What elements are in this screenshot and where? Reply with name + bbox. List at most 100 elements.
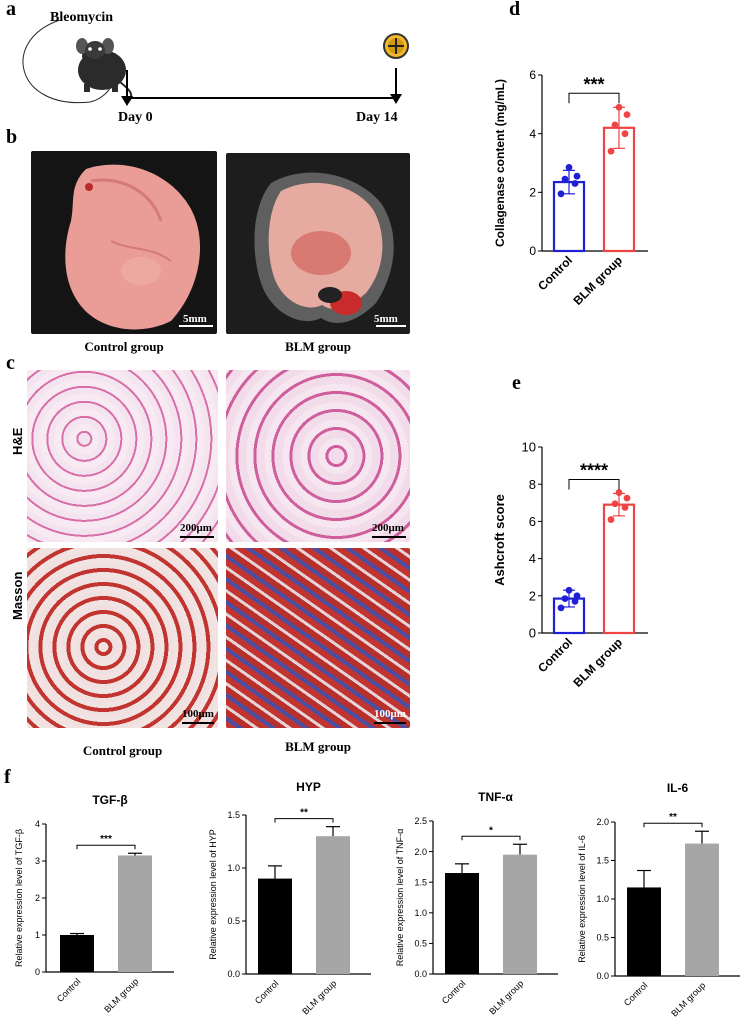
panel-f-letter: f (4, 766, 11, 788)
bar-control (627, 887, 661, 976)
significance-bracket (643, 822, 703, 828)
y-tick-label: 2 (529, 186, 536, 200)
timeline-diagram (22, 20, 409, 106)
chart-title: HYP (296, 780, 321, 794)
chart-hyp: HYP 0.0 0.5 1.0 1.5 Relative expression level… (208, 780, 371, 1017)
significance-label: ** (669, 812, 677, 823)
data-point (565, 164, 573, 171)
data-point (611, 500, 619, 508)
data-point (623, 494, 631, 502)
data-point (571, 597, 579, 605)
chart-collagenase: 0 2 4 6 Collagenase content (mg/mL) ControlBL… (493, 68, 648, 308)
y-tick-label: 1.0 (414, 908, 427, 918)
significance-bracket (461, 835, 521, 841)
scalebar-he-blm (372, 536, 406, 538)
panel-e-letter: e (512, 372, 521, 394)
y-tick-label: 0 (529, 626, 536, 641)
scale-label-he-blm: 200μm (372, 522, 404, 534)
chart-tnf-alpha: TNF-α 0.0 0.5 1.0 1.5 2.0 2.5 Relative expressi… (395, 790, 558, 1017)
significance-label: ** (300, 808, 308, 819)
panel-b-letter: b (6, 126, 18, 148)
y-tick-label: 0.5 (596, 933, 609, 943)
caption-c-control: Control group (82, 743, 163, 758)
x-tick-label: Control (622, 980, 650, 1008)
day-end-label: Day 14 (356, 110, 398, 125)
chart-title: IL-6 (667, 781, 689, 795)
endpoint-icon (383, 33, 409, 59)
significance-label: * (489, 825, 493, 836)
y-axis-label: Ashcroft score (492, 494, 507, 586)
bar-control (258, 878, 292, 974)
panel-c-letter: c (6, 352, 15, 374)
chart-il-6: IL-6 0.0 0.5 1.0 1.5 2.0 Relative expression l… (577, 781, 740, 1019)
mouse-icon (76, 38, 133, 103)
he-image-control (27, 370, 218, 542)
chart-title: TNF-α (478, 790, 513, 804)
y-tick-label: 1.5 (227, 810, 240, 820)
data-point (561, 175, 569, 183)
y-tick-label: 1.5 (414, 877, 427, 887)
y-tick-label: 1.0 (596, 894, 609, 904)
data-point (621, 130, 629, 138)
scalebar-masson-control (182, 722, 214, 724)
scalebar-he-control (180, 536, 214, 538)
data-point (611, 121, 619, 129)
y-tick-label: 1.0 (227, 863, 240, 873)
scale-label-b-control: 5mm (183, 313, 207, 325)
data-point (565, 586, 573, 594)
bar-blm (316, 836, 350, 974)
x-tick-label: Control (535, 635, 575, 675)
y-tick-label: 1.5 (596, 856, 609, 866)
y-tick-label: 10 (522, 440, 536, 455)
data-point (573, 592, 581, 600)
data-point (561, 595, 569, 602)
he-image-blm (226, 370, 410, 542)
caption-c-blm: BLM group (285, 739, 351, 754)
data-point (607, 516, 615, 523)
chart-tgf-beta: TGF-β 0 1 2 3 4 Relative expression level of T… (14, 793, 174, 1015)
bar-blm (685, 843, 719, 976)
data-point (557, 604, 565, 612)
scalebar-masson-blm (374, 722, 406, 724)
x-tick-label: BLM group (487, 978, 525, 1016)
caption-b-control: Control group (84, 339, 164, 354)
masson-image-control (27, 548, 218, 728)
y-tick-label: 0.5 (227, 916, 240, 926)
y-tick-label: 4 (529, 127, 536, 141)
bar-control (60, 935, 94, 972)
significance-bracket (568, 92, 620, 104)
data-point (621, 504, 629, 511)
significance-bracket (76, 844, 136, 850)
y-tick-label: 0 (529, 244, 536, 258)
bar-control (445, 873, 479, 974)
y-tick-label: 8 (529, 477, 536, 492)
y-tick-label: 0 (35, 967, 40, 977)
x-tick-label: Control (440, 978, 468, 1006)
x-tick-label: BLM group (570, 253, 625, 308)
significance-bracket (568, 479, 620, 490)
day-start-label: Day 0 (118, 110, 153, 125)
y-tick-label: 0.0 (414, 969, 427, 979)
y-tick-label: 1 (35, 930, 40, 940)
scale-label-masson-control: 100μm (182, 708, 214, 720)
row-label-he: H&E (10, 427, 25, 455)
significance-label: *** (100, 834, 112, 845)
masson-image-blm (226, 548, 410, 728)
x-tick-label: Control (55, 976, 83, 1004)
data-point (571, 180, 579, 187)
x-tick-label: Control (253, 978, 281, 1006)
y-axis-label: Relative expression level of HYP (208, 829, 218, 960)
lung-photo-control (31, 151, 217, 334)
y-tick-label: 2.5 (414, 816, 427, 826)
significance-bracket (274, 818, 334, 823)
drug-label: Bleomycin (50, 10, 113, 25)
y-tick-label: 4 (529, 551, 536, 566)
y-axis-label: Collagenase content (mg/mL) (493, 79, 507, 247)
bar-blm (503, 854, 537, 974)
data-point (557, 190, 565, 198)
panel-a-letter: a (6, 0, 16, 20)
x-tick-label: BLM group (300, 978, 338, 1016)
row-label-masson: Masson (10, 571, 25, 620)
scale-label-masson-blm: 100μm (374, 708, 406, 720)
